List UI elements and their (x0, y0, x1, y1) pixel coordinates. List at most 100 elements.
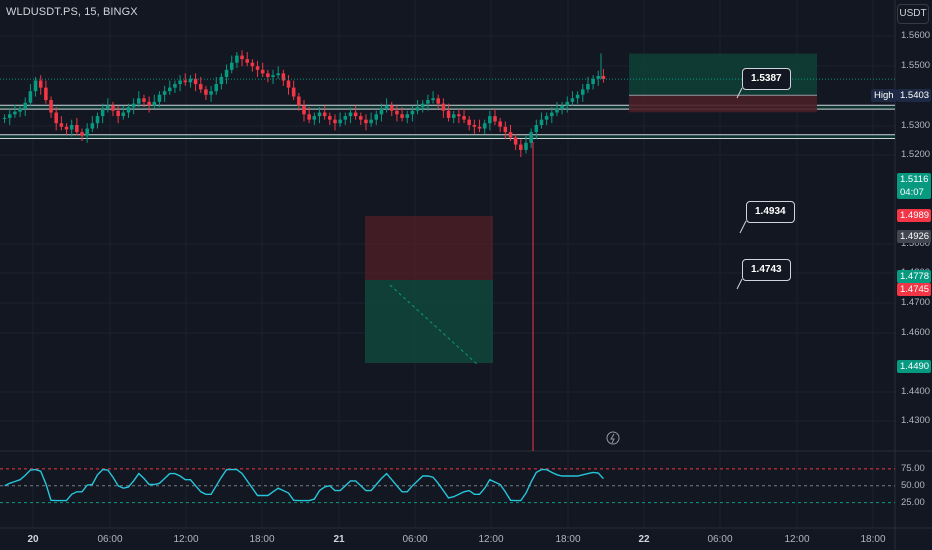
candle-body (219, 76, 224, 85)
candle-body (426, 100, 430, 104)
candle-body (266, 73, 270, 77)
candle-body (69, 125, 74, 130)
zone-top-price-badge: 1.4778 (897, 270, 931, 283)
time-label: 12:00 (784, 534, 810, 545)
previous-position-box (365, 216, 493, 366)
candle-body (137, 98, 141, 104)
candle-body (328, 116, 332, 120)
candle-body (353, 112, 358, 117)
price-tick: 1.5300 (901, 120, 931, 131)
candle-body (570, 98, 575, 102)
candle-body (95, 116, 100, 124)
candle-body (281, 73, 286, 81)
candle-body (513, 137, 518, 145)
candle-body (359, 116, 363, 120)
time-label: 21 (333, 534, 345, 545)
candle-body (420, 103, 425, 108)
candle-body (446, 110, 451, 118)
entry-price-badge: 1.4926 (897, 230, 931, 243)
candle-body (100, 108, 105, 117)
candle-body (260, 69, 265, 74)
candlestick-series (2, 50, 606, 451)
candle-body (106, 105, 110, 109)
last-price-badge: 1.5116 04:07 (897, 173, 931, 199)
candle-body (80, 132, 84, 136)
candle-body (415, 107, 420, 111)
candle-body (59, 123, 64, 127)
candle-body (167, 87, 172, 92)
currency-button[interactable]: USDT (897, 4, 929, 24)
rsi-panel (0, 468, 895, 504)
symbol-title[interactable]: WLDUSDT.PS, 15, BINGX (6, 6, 138, 18)
candle-body (374, 114, 379, 120)
candle-body (33, 80, 38, 92)
candle-body (235, 55, 239, 63)
candle-body (152, 101, 157, 106)
price-tick: 1.4600 (901, 327, 931, 338)
high-tag: High (871, 89, 897, 102)
candle-body (198, 84, 203, 90)
candle-body (286, 80, 291, 88)
price-tick: 1.5000 (901, 238, 931, 249)
candle-body (23, 102, 28, 109)
time-label: 18:00 (555, 534, 581, 545)
target-low-price-badge: 1.4745 (897, 283, 931, 296)
high-price-badge: 1.5403 (897, 89, 931, 102)
candle-body (2, 117, 7, 119)
candle-body (389, 105, 394, 111)
support-zone-1 (0, 105, 895, 110)
candle-body (307, 114, 311, 120)
candle-body (7, 114, 12, 118)
candle-body (580, 89, 585, 95)
candle-body (38, 80, 43, 88)
candle-body (312, 116, 317, 120)
candle-body (162, 91, 167, 95)
candle-body (54, 112, 58, 124)
candle-body (75, 125, 79, 133)
price-tick: 1.5600 (901, 30, 931, 41)
candle-body (28, 91, 33, 103)
candle-body (384, 105, 389, 109)
candle-body (157, 94, 162, 102)
candle-body (364, 119, 368, 124)
candle-body (457, 114, 461, 117)
candle-body (524, 142, 528, 150)
chart-overlays (0, 78, 895, 445)
entry-callout[interactable]: 1.4934 (746, 201, 795, 223)
candle-body (302, 105, 306, 115)
candle-body (555, 108, 559, 113)
candle-body (13, 111, 17, 115)
candle-body (539, 119, 544, 125)
candle-body (508, 132, 513, 138)
last-price-value: 1.5116 (900, 174, 929, 185)
candle-body (229, 62, 234, 70)
candle-body (369, 119, 373, 124)
candle-body (348, 112, 353, 117)
candle-body (276, 73, 280, 76)
stop-callout[interactable]: 1.4743 (742, 259, 791, 281)
candle-body (379, 108, 384, 115)
candle-body (488, 116, 492, 124)
candle-body (291, 87, 296, 97)
candle-body (90, 123, 95, 129)
time-label: 12:00 (173, 534, 199, 545)
candle-body (131, 103, 136, 108)
time-label: 06:00 (97, 534, 123, 545)
candle-body (116, 110, 120, 117)
candle-body (193, 78, 198, 85)
candle-body (85, 128, 89, 136)
candle-body (111, 105, 115, 111)
candle-body (586, 84, 590, 90)
target-callout[interactable]: 1.5387 (742, 68, 791, 90)
candle-body (44, 87, 48, 101)
rsi-tick: 75.00 (901, 462, 925, 474)
alert-icon (606, 431, 620, 445)
candle-body (560, 105, 564, 109)
candle-body (333, 119, 337, 124)
candle-body (410, 110, 415, 115)
candle-body (431, 98, 435, 101)
candle-body (338, 119, 342, 124)
candle-body (498, 121, 502, 127)
